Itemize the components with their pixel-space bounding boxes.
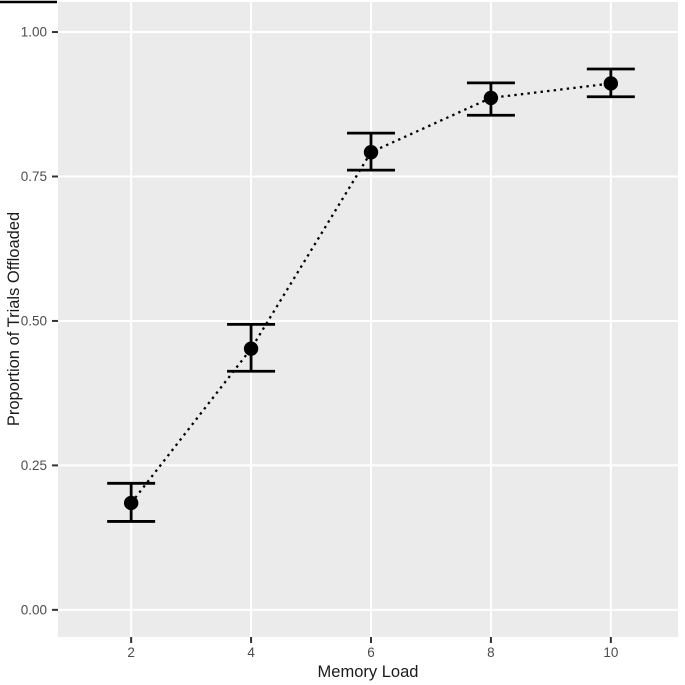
x-tick-label: 4 bbox=[247, 645, 255, 660]
x-axis-title: Memory Load bbox=[318, 663, 419, 681]
x-tick-label: 8 bbox=[487, 645, 495, 660]
y-tick-label: 0.25 bbox=[21, 458, 47, 473]
data-point bbox=[243, 341, 259, 356]
data-layer bbox=[107, 67, 635, 523]
plot-panel bbox=[58, 2, 678, 637]
x-tick-label: 10 bbox=[603, 645, 618, 660]
panel-layer bbox=[58, 2, 678, 637]
y-axis-title: Proportion of Trials Offloaded bbox=[5, 212, 23, 426]
x-tick-label: 2 bbox=[127, 645, 135, 660]
y-tick-label: 0.00 bbox=[21, 602, 47, 617]
y-tick-label: 0.75 bbox=[21, 169, 47, 184]
axis-layer: 0.00 0.25 0.50 0.75 1.00 2 4 6 8 10 bbox=[21, 25, 619, 660]
y-tick-label: 1.00 bbox=[21, 25, 47, 40]
data-point bbox=[483, 90, 499, 106]
data-point bbox=[363, 145, 379, 160]
data-point bbox=[603, 76, 619, 91]
y-tick-label: 0.50 bbox=[21, 313, 47, 328]
x-tick-label: 6 bbox=[367, 645, 375, 660]
data-point bbox=[123, 495, 139, 511]
